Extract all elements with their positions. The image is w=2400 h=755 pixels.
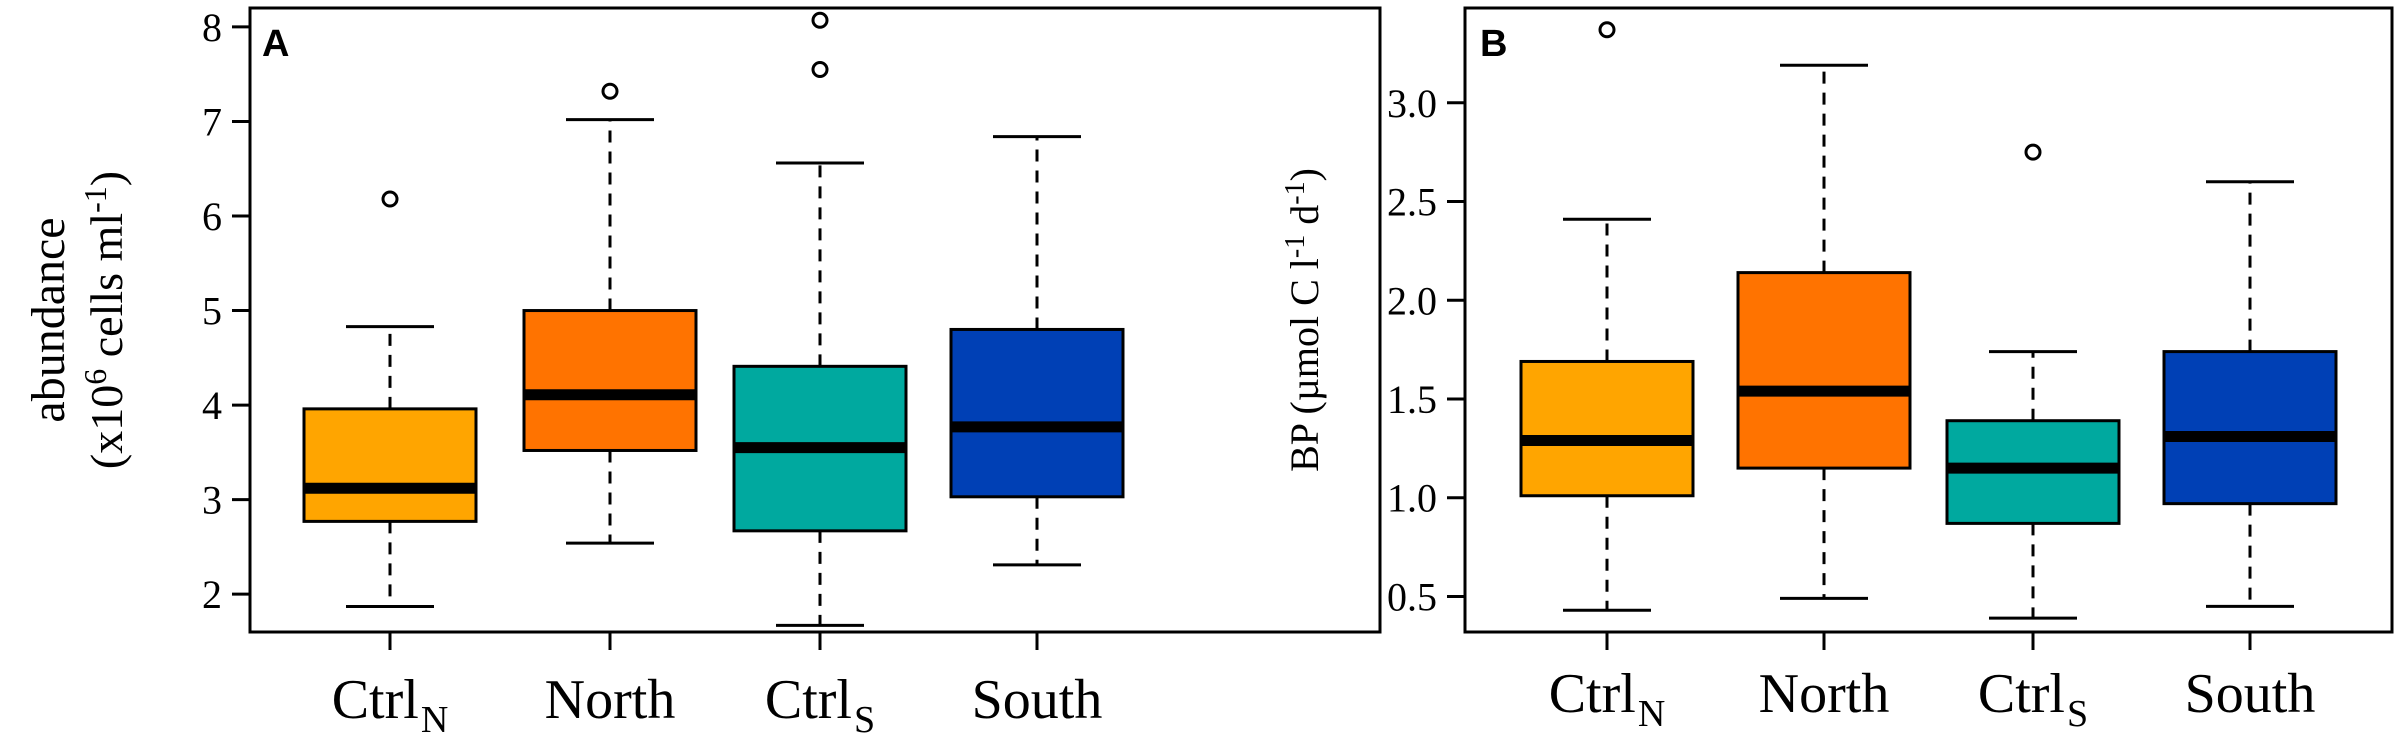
x-tick-label: CtrlN	[1549, 663, 1666, 735]
y-axis-label: BP (µmol C l-1 d-1)	[1280, 168, 1327, 472]
box-ctrls	[732, 11, 908, 627]
y-tick-label: 3	[202, 478, 222, 523]
y-tick-label: 2.0	[1387, 278, 1437, 323]
y-tick-label: 1.5	[1387, 377, 1437, 422]
outlier-point	[811, 11, 829, 29]
x-tick-label: CtrlS	[765, 669, 875, 741]
box-iqr	[2162, 350, 2338, 506]
y-tick-label: 3.0	[1387, 81, 1437, 126]
y-tick-label: 7	[202, 99, 222, 144]
outlier-point	[601, 82, 619, 100]
x-tick-label: South	[2185, 663, 2316, 725]
y-tick-label: 5	[202, 289, 222, 334]
x-tick-label: North	[1759, 663, 1890, 725]
y-tick-label: 4	[202, 383, 222, 428]
box-north	[522, 82, 698, 545]
box-south	[2162, 180, 2338, 608]
box-iqr	[1736, 271, 1912, 470]
panel-label: A	[262, 23, 289, 65]
outlier-point	[1598, 21, 1616, 39]
y-tick-label: 2	[202, 572, 222, 617]
x-tick-label: North	[545, 669, 676, 731]
panel-a: A 2 3 4 5 6 7 8 abundance(x106 cells ml-1) CtrlN N…	[22, 5, 1382, 741]
box-iqr	[302, 407, 478, 523]
box-ctrln	[1519, 21, 1695, 612]
y-tick-label: 6	[202, 194, 222, 239]
x-tick-label: South	[972, 669, 1103, 731]
box-iqr	[949, 327, 1125, 499]
box-iqr	[522, 309, 698, 452]
y-tick-label: 1.0	[1387, 476, 1437, 521]
outlier-point	[811, 60, 829, 78]
box-south	[949, 135, 1125, 567]
plot-frame	[248, 6, 1382, 634]
panel-label: B	[1480, 23, 1507, 65]
box-north	[1736, 63, 1912, 600]
box-ctrls	[1945, 143, 2121, 620]
y-tick-label: 0.5	[1387, 574, 1437, 619]
y-tick-label: 2.5	[1387, 180, 1437, 225]
box-iqr	[1519, 359, 1695, 498]
outlier-point	[381, 190, 399, 208]
outlier-point	[2024, 143, 2042, 161]
x-tick-label: CtrlN	[332, 669, 449, 741]
x-tick-label: CtrlS	[1978, 663, 2088, 735]
box-ctrln	[302, 190, 478, 608]
plot-frame	[1463, 6, 2394, 634]
y-axis-label-line1: abundance	[22, 217, 75, 422]
y-tick-label: 8	[202, 5, 222, 50]
panel-b: B 0.5 1.0 1.5 2.0 2.5 3.0 BP (µmol C l-1 d-1) Ct…	[1280, 6, 2394, 735]
y-axis-label-line2: (x106 cells ml-1)	[77, 171, 132, 469]
